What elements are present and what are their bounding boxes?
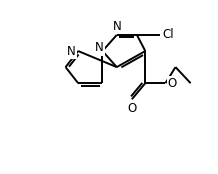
Text: N: N: [112, 20, 121, 33]
Text: N: N: [67, 45, 76, 58]
Text: Cl: Cl: [163, 28, 174, 41]
Text: O: O: [127, 102, 136, 114]
Text: O: O: [168, 77, 177, 90]
Text: N: N: [95, 41, 104, 54]
